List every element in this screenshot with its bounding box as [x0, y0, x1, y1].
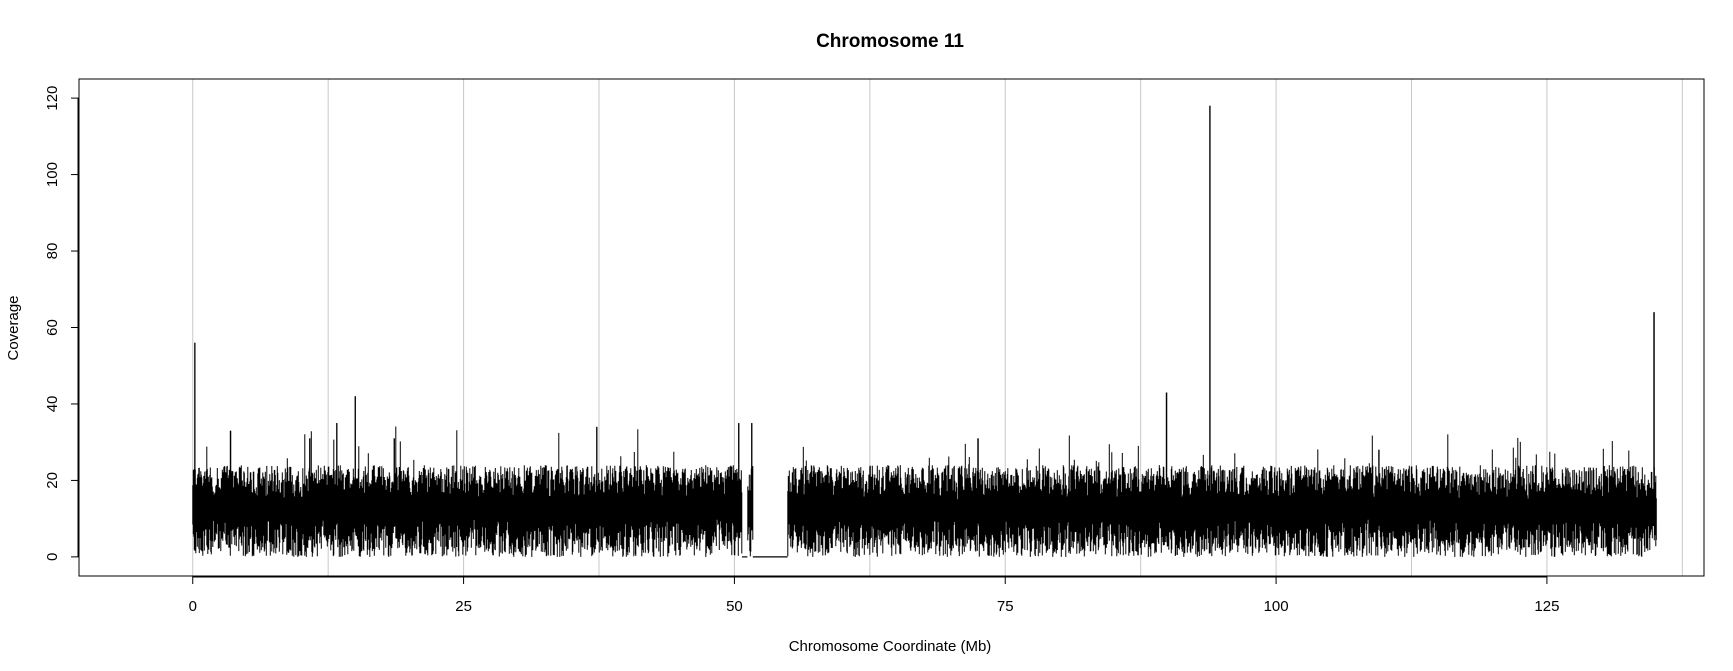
coverage-series — [192, 105, 1657, 558]
x-tick-label: 50 — [726, 598, 743, 615]
axes: 0 25 50 75 100 125 0 20 40 60 80 100 120 — [44, 86, 1559, 615]
x-axis-title: Chromosome Coordinate (Mb) — [789, 638, 992, 655]
y-tick-label: 80 — [44, 243, 61, 260]
coverage-trace — [192, 105, 1657, 557]
y-tick-label: 40 — [44, 396, 61, 413]
y-tick-label: 100 — [44, 162, 61, 187]
y-tick-label: 120 — [44, 86, 61, 111]
x-tick-label: 100 — [1264, 598, 1289, 615]
x-tick-label: 75 — [997, 598, 1014, 615]
x-tick-label: 25 — [455, 598, 472, 615]
y-tick-label: 60 — [44, 319, 61, 336]
x-tick-label: 125 — [1534, 598, 1559, 615]
y-tick-label: 20 — [44, 472, 61, 489]
y-tick-label: 0 — [44, 553, 61, 561]
y-axis-title: Coverage — [5, 295, 22, 360]
x-tick-label: 0 — [189, 598, 197, 615]
chart-title: Chromosome 11 — [816, 31, 964, 52]
